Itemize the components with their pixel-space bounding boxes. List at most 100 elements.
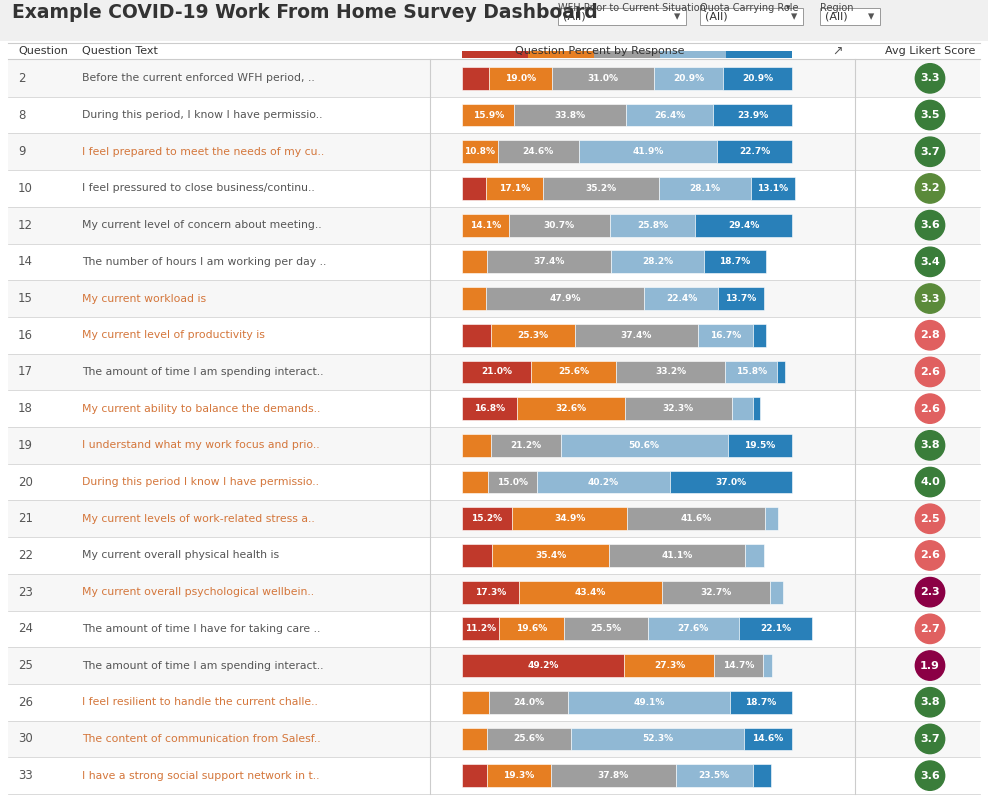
Text: 3.8: 3.8 [920,440,940,451]
Bar [8,757,980,794]
Text: 37.4%: 37.4% [534,257,565,267]
Bar [8,427,980,464]
Circle shape [915,394,945,423]
Bar [698,324,753,346]
Circle shape [915,321,945,350]
Bar [498,140,579,163]
Text: 2.6: 2.6 [920,367,940,377]
Text: 27.6%: 27.6% [678,624,709,634]
Bar [8,280,980,317]
Bar [462,728,487,751]
Text: Avg Likert Score: Avg Likert Score [885,46,975,56]
Text: My current overall psychological wellbein..: My current overall psychological wellbei… [82,587,314,597]
Text: 3.7: 3.7 [920,146,940,157]
Bar [8,501,980,537]
Text: 1.9: 1.9 [920,661,940,670]
Text: 2.6: 2.6 [920,404,940,414]
Bar [8,537,980,574]
Text: Question Percent by Response: Question Percent by Response [516,46,685,56]
Text: 3.3: 3.3 [920,73,940,84]
Text: I feel pressured to close business/continu..: I feel pressured to close business/conti… [82,183,315,193]
Text: 3.4: 3.4 [920,257,940,267]
Bar [8,170,980,207]
Text: 25.8%: 25.8% [637,220,668,230]
Text: 3.6: 3.6 [920,771,940,781]
Bar [462,251,487,273]
Text: Region: Region [820,3,854,13]
Bar [462,397,518,420]
Text: 23.5%: 23.5% [699,771,730,780]
Text: 19.5%: 19.5% [744,441,776,450]
Bar [509,214,610,236]
Text: 2: 2 [18,72,26,85]
Bar [763,654,773,677]
Bar [560,434,727,457]
Text: 22: 22 [18,549,33,562]
Text: 37.4%: 37.4% [620,331,652,340]
Bar [462,177,486,200]
Text: 33: 33 [18,769,33,782]
Text: 14.7%: 14.7% [723,661,755,670]
Text: 41.1%: 41.1% [661,551,693,560]
Text: ▾: ▾ [868,10,874,23]
Bar [462,470,488,494]
Bar [676,764,753,787]
Text: 30.7%: 30.7% [543,220,575,230]
Text: 32.3%: 32.3% [663,404,694,413]
Bar [462,434,491,457]
Bar [571,728,744,751]
Bar [489,67,551,90]
Text: Question Text: Question Text [82,46,158,56]
Text: 22.1%: 22.1% [760,624,791,634]
Bar [625,397,731,420]
Text: 22.4%: 22.4% [666,294,698,303]
Text: 14.1%: 14.1% [469,220,501,230]
Text: 3.8: 3.8 [920,697,940,708]
Text: I have a strong social support network in t..: I have a strong social support network i… [82,771,319,781]
Text: 17.3%: 17.3% [475,587,506,597]
Bar [462,507,512,530]
Text: My current ability to balance the demands..: My current ability to balance the demand… [82,404,320,414]
Circle shape [915,761,945,790]
Bar [462,214,509,236]
Text: Quota Carrying Role: Quota Carrying Role [700,3,798,13]
Bar [778,361,784,384]
Text: My current overall physical health is: My current overall physical health is [82,551,280,560]
Text: 16: 16 [18,329,33,341]
Circle shape [915,248,945,276]
Text: ▾: ▾ [674,10,681,23]
Text: 18.7%: 18.7% [746,698,777,707]
Bar [594,51,660,58]
Text: 19.6%: 19.6% [516,624,547,634]
Text: ↗: ↗ [832,45,843,58]
Text: 20.9%: 20.9% [742,74,773,83]
Bar [486,287,644,310]
Text: 19.3%: 19.3% [503,771,535,780]
Text: Question: Question [18,46,68,56]
Bar [725,361,778,384]
Text: The content of communication from Salesf..: The content of communication from Salesf… [82,734,321,744]
Text: 37.0%: 37.0% [715,478,747,486]
Text: 17.1%: 17.1% [499,184,530,193]
Text: 20: 20 [18,475,33,489]
Text: 25.3%: 25.3% [518,331,548,340]
Bar [771,581,783,603]
Text: 25.6%: 25.6% [558,368,589,377]
Text: (All): (All) [563,11,586,21]
FancyBboxPatch shape [820,8,880,25]
Bar [8,684,980,720]
Bar [8,60,980,96]
Text: 28.2%: 28.2% [642,257,673,267]
Text: 37.8%: 37.8% [598,771,628,780]
FancyBboxPatch shape [558,8,686,25]
Bar [752,177,794,200]
Bar [462,581,519,603]
Bar [551,67,654,90]
Bar [563,618,648,640]
Bar [610,544,745,567]
Bar [727,434,792,457]
Text: During this period, I know I have permissio..: During this period, I know I have permis… [82,110,322,120]
Circle shape [915,100,945,130]
Bar [8,244,980,280]
Text: 24.0%: 24.0% [513,698,544,707]
